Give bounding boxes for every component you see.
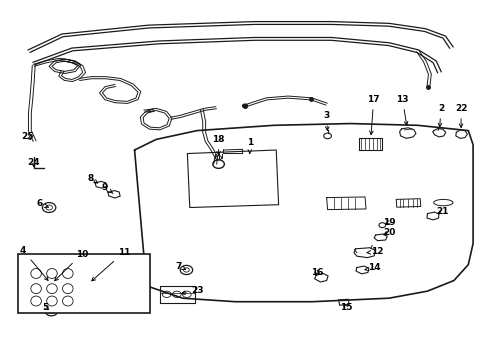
Circle shape xyxy=(243,104,247,108)
Text: 23: 23 xyxy=(181,285,204,294)
Text: 4: 4 xyxy=(20,246,48,280)
Text: 13: 13 xyxy=(396,95,409,125)
Text: 9: 9 xyxy=(101,183,113,193)
Text: 21: 21 xyxy=(437,207,449,216)
Text: 8: 8 xyxy=(87,174,98,183)
Text: 14: 14 xyxy=(365,263,381,272)
Text: 20: 20 xyxy=(383,228,395,237)
Text: 22: 22 xyxy=(455,104,467,127)
Text: 25: 25 xyxy=(22,132,34,141)
Text: 15: 15 xyxy=(340,303,352,312)
Text: 6: 6 xyxy=(36,199,49,208)
Text: 1: 1 xyxy=(246,139,253,153)
Text: 16: 16 xyxy=(311,268,323,277)
Text: 5: 5 xyxy=(43,303,49,312)
Text: 10: 10 xyxy=(55,249,88,281)
Text: 11: 11 xyxy=(92,248,130,281)
Text: 7: 7 xyxy=(175,262,186,271)
Text: 2: 2 xyxy=(438,104,444,127)
Text: 18: 18 xyxy=(212,135,225,155)
Bar xyxy=(18,254,150,313)
Text: 19: 19 xyxy=(383,218,395,227)
Text: 3: 3 xyxy=(323,111,330,130)
Text: 17: 17 xyxy=(368,95,380,135)
Text: 12: 12 xyxy=(367,247,383,256)
Text: 24: 24 xyxy=(27,158,40,167)
